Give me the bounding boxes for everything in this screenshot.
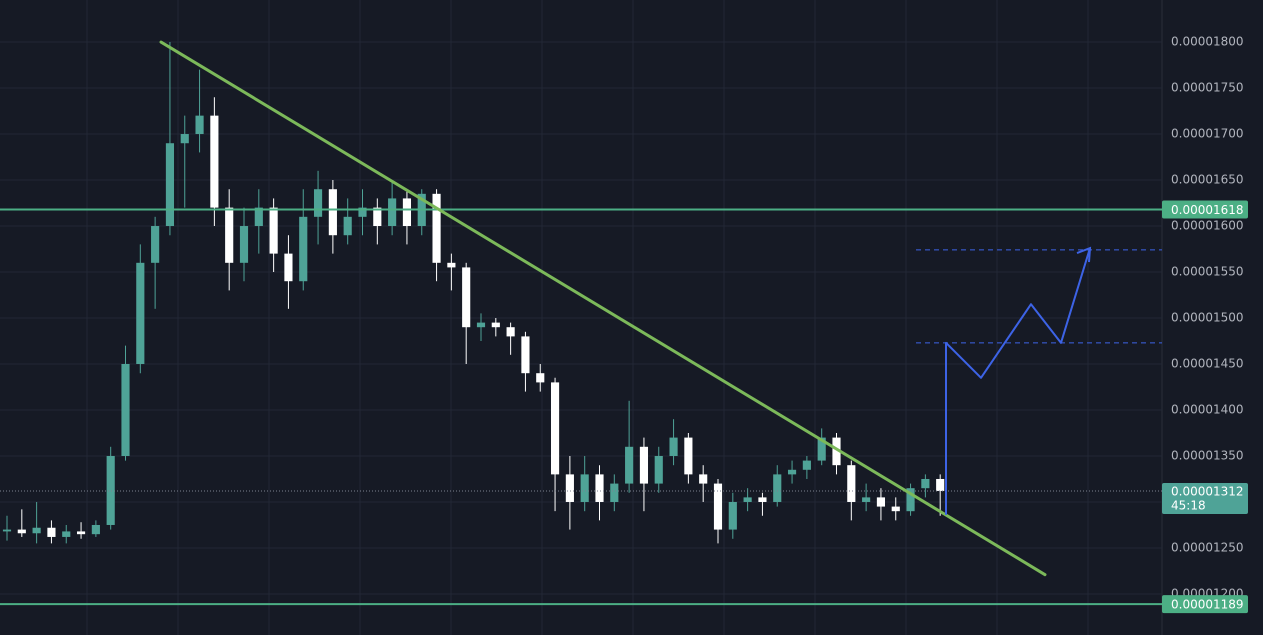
- candle-body: [610, 483, 619, 502]
- candle-body: [269, 207, 278, 254]
- candle-body: [402, 198, 412, 227]
- candle-body: [506, 327, 515, 337]
- candle-body: [787, 469, 797, 475]
- last-price-label: 0.00001312: [1171, 484, 1244, 498]
- candle-body: [595, 474, 604, 502]
- trendline: [159, 40, 1047, 577]
- candle-body: [462, 267, 471, 328]
- y-tick-label: 0.00001650: [1171, 173, 1244, 187]
- candle-body: [210, 115, 219, 208]
- candle-body: [521, 336, 530, 374]
- candle-body: [76, 531, 86, 535]
- candle-body: [239, 226, 249, 263]
- price-tag-label: 0.00001189: [1171, 598, 1244, 612]
- candle-body: [121, 364, 130, 456]
- candle-body: [151, 226, 160, 263]
- candle-body: [491, 322, 500, 328]
- candle-body: [802, 460, 811, 470]
- price-tag: [1162, 595, 1248, 614]
- candle-body: [728, 501, 737, 530]
- candle-body: [62, 531, 71, 537]
- candle-body: [17, 529, 26, 534]
- candle-body: [565, 474, 574, 502]
- candle-body: [106, 455, 115, 525]
- candle-body: [180, 134, 189, 144]
- candle-body: [388, 198, 397, 227]
- y-tick-label: 0.00001800: [1171, 35, 1244, 49]
- candle-body: [743, 497, 752, 502]
- y-tick-label: 0.00001350: [1171, 448, 1244, 462]
- last-price-tag: [1162, 482, 1248, 514]
- candle-body: [2, 529, 12, 532]
- candle-body: [847, 465, 856, 502]
- countdown-label: 45:18: [1171, 498, 1206, 512]
- candle-body: [699, 474, 708, 484]
- arrow-head: [1076, 246, 1092, 263]
- candle-body: [432, 193, 441, 263]
- candle-body: [358, 207, 367, 217]
- price-tag-label: 0.00001618: [1171, 203, 1244, 217]
- candle-body: [936, 478, 945, 491]
- candle-body: [32, 527, 41, 534]
- y-tick-label: 0.00001500: [1171, 311, 1244, 325]
- candle-body: [862, 497, 871, 502]
- candle-body: [832, 437, 841, 466]
- candle-body: [476, 322, 486, 328]
- candle-body: [447, 262, 456, 268]
- candle-body: [343, 216, 352, 236]
- candle-body: [639, 446, 649, 484]
- candle-body: [299, 216, 308, 282]
- y-tick-label: 0.00001450: [1171, 357, 1244, 371]
- candle-body: [165, 143, 175, 227]
- candle-body: [713, 483, 723, 530]
- candle-body: [876, 497, 886, 507]
- candle-body: [654, 455, 663, 484]
- candle-body: [313, 189, 323, 217]
- price-tag: [1162, 200, 1248, 219]
- candle-body: [921, 478, 930, 489]
- y-tick-label: 0.00001700: [1171, 127, 1244, 141]
- y-tick-label: 0.00001600: [1171, 219, 1244, 233]
- candle-body: [225, 207, 234, 263]
- candle-body: [773, 474, 782, 502]
- candle-body: [684, 437, 693, 475]
- candle-body: [136, 262, 145, 365]
- candle-body: [550, 382, 560, 475]
- y-tick-label: 0.00001250: [1171, 540, 1244, 554]
- candle-body: [284, 253, 293, 282]
- projection-path: [945, 247, 1091, 515]
- candle-body: [580, 474, 589, 502]
- candle-body: [625, 446, 634, 484]
- candle-body: [328, 189, 337, 236]
- candle-body: [891, 506, 900, 512]
- y-tick-label: 0.00001750: [1171, 81, 1244, 95]
- candle-body: [373, 207, 382, 227]
- y-tick-label: 0.00001550: [1171, 265, 1244, 279]
- candle-body: [906, 488, 915, 512]
- candle-body: [91, 524, 100, 535]
- y-tick-label: 0.00001400: [1171, 402, 1244, 416]
- candle-body: [195, 115, 204, 135]
- candle-body: [669, 437, 678, 456]
- candle-body: [254, 207, 263, 227]
- candle-body: [817, 437, 826, 461]
- candle-body: [758, 497, 767, 502]
- candle-body: [536, 373, 545, 383]
- candle-body: [47, 527, 56, 537]
